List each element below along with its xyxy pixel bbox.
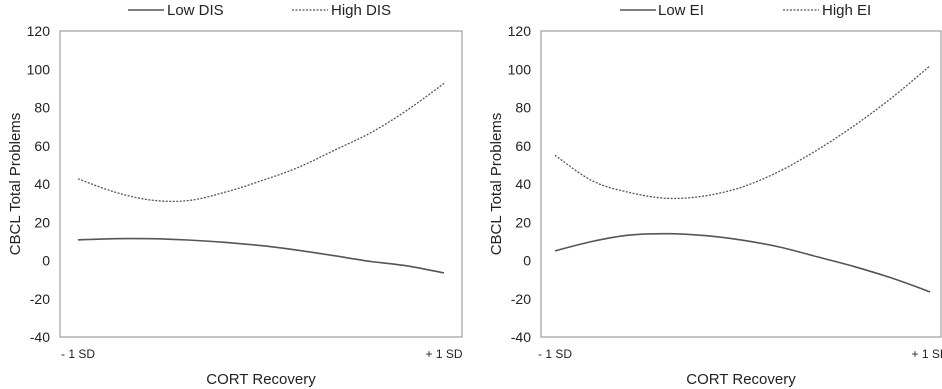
- x-axis-title: CORT Recovery: [206, 371, 316, 388]
- x-tick-label: - 1 SD: [538, 347, 572, 361]
- y-tick-label: 80: [515, 100, 531, 116]
- legend-label: Low DIS: [167, 2, 224, 19]
- y-tick-label: 20: [515, 214, 531, 230]
- series-line-low-dis: [77, 237, 445, 274]
- x-axis-title: CORT Recovery: [686, 371, 796, 388]
- series-line-high-dis: [77, 82, 445, 203]
- y-tick-label: 60: [515, 138, 531, 154]
- legend: Low EI High EI: [620, 2, 871, 19]
- chart-panel-2: -40 -20 0 20 40 60 80 100 120 - 1 SD + 1 SD CORT Re…: [488, 2, 942, 388]
- series-line-low-ei: [554, 232, 931, 293]
- y-tick-label: 0: [523, 253, 531, 269]
- y-tick-label: 40: [34, 176, 50, 192]
- plot-frame: [540, 30, 942, 338]
- y-tick-label: 0: [42, 253, 50, 269]
- y-tick-label: 100: [27, 61, 51, 77]
- y-tick-label: 120: [508, 23, 532, 39]
- plot-frame: [59, 30, 463, 338]
- y-tick-label: 80: [34, 100, 50, 116]
- y-tick-label: 120: [27, 23, 51, 39]
- y-tick-label: -20: [511, 291, 531, 307]
- y-tick-label: -40: [511, 329, 531, 345]
- legend-label: Low EI: [658, 2, 704, 19]
- legend-label: High EI: [822, 2, 871, 19]
- legend: Low DIS High DIS: [128, 2, 391, 19]
- y-axis-title: CBCL Total Problems: [7, 113, 24, 256]
- y-tick-label: 40: [515, 176, 531, 192]
- x-tick-label: + 1 SD: [425, 347, 462, 361]
- y-axis-title: CBCL Total Problems: [488, 113, 505, 256]
- x-tick-label: - 1 SD: [61, 347, 95, 361]
- chart-panel-1: -40 -20 0 20 40 60 80 100 120 - 1 SD + 1 SD CORT Re…: [7, 2, 463, 388]
- x-tick-label: + 1 SD: [911, 347, 942, 361]
- y-tick-label: 20: [34, 214, 50, 230]
- y-tick-label: -40: [30, 329, 50, 345]
- series-line-high-ei: [554, 65, 931, 200]
- legend-label: High DIS: [331, 2, 391, 19]
- y-tick-label: 100: [508, 61, 532, 77]
- y-tick-label: -20: [30, 291, 50, 307]
- y-tick-label: 60: [34, 138, 50, 154]
